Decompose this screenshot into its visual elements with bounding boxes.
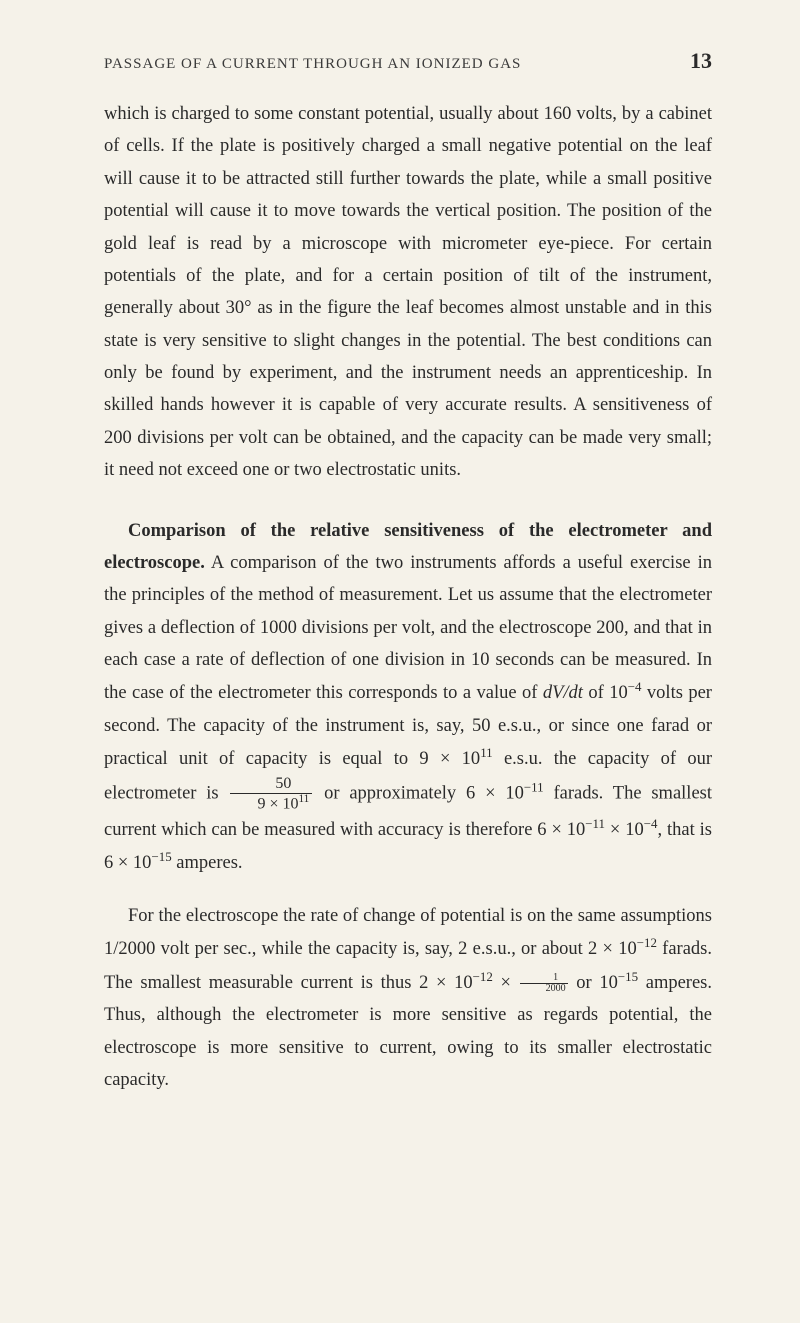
- exponent: 11: [480, 745, 492, 760]
- body-text: For the electroscope the rate of change …: [104, 906, 712, 960]
- exponent: −4: [644, 816, 658, 831]
- body-text: A comparison of the two instruments affo…: [104, 553, 712, 704]
- small-fraction: 12000: [520, 973, 568, 995]
- fraction-numerator: 50: [230, 776, 312, 794]
- paragraph-1: which is charged to some constant potent…: [104, 98, 712, 487]
- body-text: × 10: [605, 820, 644, 840]
- math-expr: dV/dt: [543, 684, 583, 704]
- page-header: PASSAGE OF A CURRENT THROUGH AN IONIZED …: [104, 48, 712, 74]
- body-text: which is charged to some constant potent…: [104, 104, 712, 480]
- exponent: −11: [585, 816, 605, 831]
- exponent: −12: [637, 935, 657, 950]
- exponent: −4: [628, 679, 642, 694]
- body-text: of 10: [583, 684, 628, 704]
- fraction: 509 × 1011: [230, 776, 312, 813]
- paragraph-3: For the electroscope the rate of change …: [104, 900, 712, 1097]
- exponent: −15: [618, 969, 638, 984]
- body-text: ×: [493, 973, 519, 993]
- paragraph-2: Comparison of the relative sensitiveness…: [104, 515, 712, 880]
- body-text: or approximately 6 × 10: [314, 784, 524, 804]
- fraction-denominator: 9 × 1011: [230, 794, 312, 813]
- exponent: −15: [151, 849, 171, 864]
- exponent: −11: [524, 779, 544, 794]
- exponent: −12: [473, 969, 493, 984]
- fraction-denominator: 2000: [520, 984, 568, 995]
- page-number: 13: [690, 48, 712, 74]
- body-text: or 10: [569, 973, 618, 993]
- running-title: PASSAGE OF A CURRENT THROUGH AN IONIZED …: [104, 56, 521, 73]
- body-text: amperes.: [172, 853, 243, 873]
